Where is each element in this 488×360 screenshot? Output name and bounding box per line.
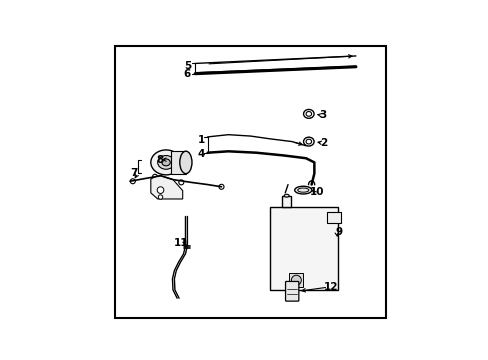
- Circle shape: [152, 174, 157, 179]
- Ellipse shape: [157, 156, 174, 169]
- Text: 12: 12: [323, 282, 338, 292]
- Text: 11: 11: [173, 238, 187, 248]
- FancyBboxPatch shape: [285, 282, 298, 301]
- Circle shape: [158, 195, 163, 199]
- Circle shape: [291, 275, 301, 285]
- Text: 3: 3: [318, 110, 325, 120]
- Bar: [170, 151, 185, 174]
- Ellipse shape: [294, 186, 311, 194]
- Text: 6: 6: [183, 69, 191, 79]
- Bar: [269, 207, 337, 290]
- Bar: [289, 273, 303, 287]
- Ellipse shape: [180, 151, 192, 174]
- Text: 5: 5: [183, 61, 191, 71]
- Text: 2: 2: [320, 138, 327, 148]
- Polygon shape: [282, 195, 290, 207]
- Text: 9: 9: [335, 227, 342, 237]
- Bar: [326, 212, 340, 223]
- Ellipse shape: [162, 159, 170, 166]
- Ellipse shape: [284, 194, 288, 197]
- Circle shape: [179, 180, 183, 185]
- Circle shape: [157, 187, 163, 193]
- Text: 1: 1: [197, 135, 204, 145]
- Text: 4: 4: [197, 149, 204, 158]
- Text: 8: 8: [156, 155, 163, 165]
- Text: 10: 10: [309, 187, 324, 197]
- Text: 7: 7: [130, 168, 137, 178]
- Polygon shape: [150, 176, 183, 199]
- Circle shape: [219, 184, 224, 189]
- Ellipse shape: [150, 150, 181, 175]
- Circle shape: [130, 179, 135, 184]
